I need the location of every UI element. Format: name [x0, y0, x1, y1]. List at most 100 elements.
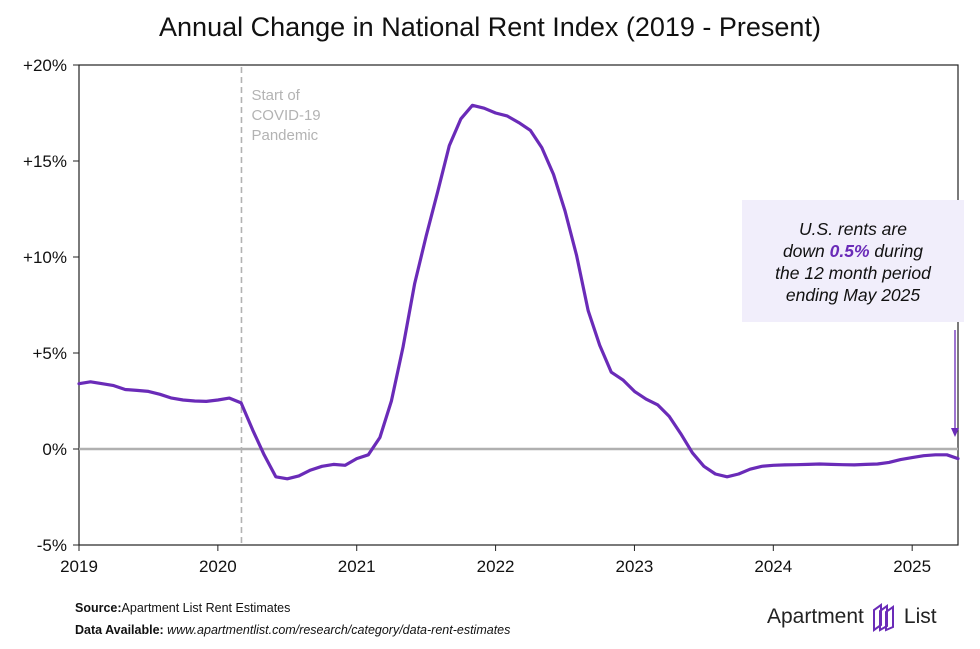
data-point [170, 396, 173, 400]
data-point [702, 465, 706, 468]
data-point [390, 399, 393, 403]
data-point [772, 464, 775, 467]
data-point [517, 121, 520, 124]
data-point [853, 463, 856, 467]
data-point [413, 282, 416, 286]
x-tick-label: 2022 [477, 557, 515, 576]
y-tick-label: +15% [23, 152, 67, 171]
data-point [911, 456, 914, 459]
callout-line-3: the 12 month period [775, 263, 931, 283]
data-point [158, 393, 162, 396]
data-point [922, 454, 925, 457]
data-point [668, 415, 671, 418]
data-point [101, 382, 104, 385]
callout-box: U.S. rents are down 0.5% during the 12 m… [742, 200, 964, 322]
data-point [262, 453, 266, 456]
data-point [239, 401, 243, 405]
data-point [956, 457, 960, 460]
footer-data: Data Available: www.apartmentlist.com/re… [75, 623, 511, 637]
data-point [401, 346, 405, 349]
data-point [806, 463, 810, 466]
data-point [320, 465, 324, 468]
y-tick-label: +20% [23, 56, 67, 75]
data-point [459, 117, 463, 121]
data-point [691, 451, 694, 454]
data-point [378, 436, 382, 439]
x-tick-label: 2023 [616, 557, 654, 576]
y-tick-label: +5% [33, 344, 68, 363]
data-point [89, 380, 92, 383]
data-point [783, 463, 786, 467]
data-point [135, 389, 139, 392]
logo-text-right: List [903, 605, 937, 628]
data-point [563, 209, 567, 213]
building-icon [872, 603, 894, 632]
data-point [309, 468, 312, 472]
data-point [876, 462, 879, 466]
callout-value: 0.5% [829, 241, 870, 261]
x-tick-label: 2024 [754, 557, 792, 576]
data-point [505, 114, 509, 118]
data-point [205, 400, 208, 403]
callout-line-1: U.S. rents are [799, 219, 907, 239]
data-point [748, 468, 752, 471]
callout-arrow [951, 330, 959, 437]
footer-source: Source:Apartment List Rent Estimates [75, 601, 291, 615]
data-point [887, 461, 891, 464]
data-point [425, 234, 428, 238]
data-point [760, 465, 763, 468]
series-layer [77, 103, 960, 481]
data-point [899, 458, 902, 461]
data-point [644, 397, 648, 401]
data-point [471, 104, 474, 107]
data-point [286, 477, 289, 480]
data-point [529, 129, 532, 132]
data-point [610, 371, 613, 374]
data-point [355, 457, 358, 460]
data-point [332, 463, 335, 466]
data-point [448, 144, 451, 147]
axes: +20% +15% +10% +5% 0% -5% 2019 2020 2021 2022 2023… [23, 56, 959, 576]
data-point [367, 453, 370, 456]
x-tick-label: 2020 [199, 557, 237, 576]
data-point [112, 384, 115, 387]
callout-line-2: down 0.5% during [782, 241, 924, 261]
data-point [436, 190, 439, 193]
data-point [587, 309, 590, 312]
data-point [540, 146, 543, 149]
data-point [598, 344, 601, 347]
data-point [830, 463, 833, 466]
data-point [494, 111, 497, 115]
logo-text-left: Apartment [767, 605, 864, 628]
data-point [193, 399, 196, 403]
y-tick-label: 0% [42, 440, 67, 459]
data-point [818, 462, 821, 466]
data-point [228, 396, 231, 400]
arrow-head [951, 428, 959, 437]
data-point [714, 472, 717, 476]
data-point [633, 390, 636, 393]
covid-label-line: Pandemic [251, 127, 318, 144]
apartment-list-logo: Apartment List [767, 597, 937, 637]
x-tick-label: 2019 [60, 557, 98, 576]
data-point [297, 474, 300, 478]
data-point [656, 403, 659, 406]
covid-label-line: COVID-19 [251, 107, 320, 124]
data-point [737, 472, 740, 476]
x-tick-label: 2021 [338, 557, 376, 576]
y-tick-label: +10% [23, 248, 67, 267]
data-point [841, 463, 844, 466]
data-point [482, 107, 486, 110]
data-point [725, 475, 729, 478]
data-point [77, 382, 81, 385]
data-point [621, 378, 625, 382]
data-point [216, 398, 220, 402]
y-tick-label: -5% [37, 536, 67, 555]
x-tick-label: 2025 [893, 557, 931, 576]
data-point [795, 463, 798, 466]
data-point [181, 398, 185, 402]
covid-label-line: Start of [251, 87, 300, 104]
covid-reference: Start of COVID-19 Pandemic [240, 67, 321, 545]
chart-title: Annual Change in National Rent Index (20… [159, 12, 821, 42]
